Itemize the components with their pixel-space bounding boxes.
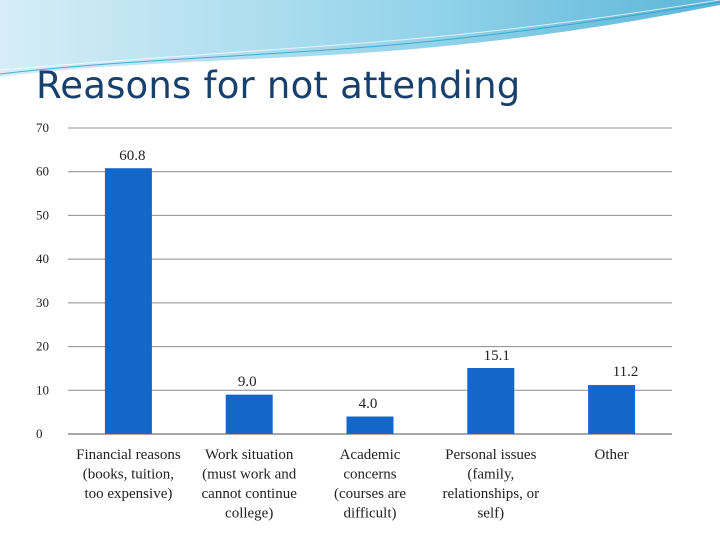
data-label: 15.1 xyxy=(484,348,510,364)
category-label: Academic xyxy=(340,447,401,463)
header-wave-decoration xyxy=(0,0,720,79)
category-label: relationships, or xyxy=(442,486,539,502)
bar xyxy=(467,367,515,434)
y-tick-label: 30 xyxy=(36,295,49,310)
category-label: (must work and xyxy=(202,467,297,483)
category-label: Financial reasons xyxy=(76,447,181,463)
category-label: difficult) xyxy=(343,506,396,522)
y-tick-label: 20 xyxy=(36,339,49,354)
y-axis-ticks: 0 10 20 30 40 50 60 70 xyxy=(36,120,49,441)
category-labels: Financial reasons (books, tuition, too exp… xyxy=(76,447,629,522)
data-label: 60.8 xyxy=(119,148,145,164)
category-label: cannot continue xyxy=(202,486,298,502)
category-label: self) xyxy=(477,506,504,522)
bar xyxy=(588,385,636,434)
bar xyxy=(225,394,273,434)
y-tick-label: 70 xyxy=(36,120,49,135)
data-label: 4.0 xyxy=(359,396,378,412)
y-tick-label: 10 xyxy=(36,382,49,397)
category-label: (books, tuition, xyxy=(83,467,174,483)
y-tick-label: 0 xyxy=(36,426,43,441)
gridlines xyxy=(68,127,672,435)
page-title: Reasons for not attending xyxy=(36,64,521,107)
category-label: too expensive) xyxy=(84,486,172,502)
bars xyxy=(104,168,636,434)
y-tick-label: 60 xyxy=(36,164,49,179)
category-label: concerns xyxy=(343,467,396,483)
bar xyxy=(104,168,152,434)
category-label: Personal issues xyxy=(445,447,536,463)
data-labels: 60.8 9.0 4.0 15.1 11.2 xyxy=(119,148,638,412)
y-tick-label: 40 xyxy=(36,251,49,266)
category-label: college) xyxy=(225,506,273,522)
category-label: (family, xyxy=(467,467,514,483)
y-tick-label: 50 xyxy=(36,207,49,222)
data-label: 11.2 xyxy=(613,364,639,380)
bar xyxy=(346,416,394,434)
category-label: Work situation xyxy=(205,447,294,463)
category-label: Other xyxy=(595,447,629,463)
category-label: (courses are xyxy=(334,486,406,502)
data-label: 9.0 xyxy=(238,374,257,390)
